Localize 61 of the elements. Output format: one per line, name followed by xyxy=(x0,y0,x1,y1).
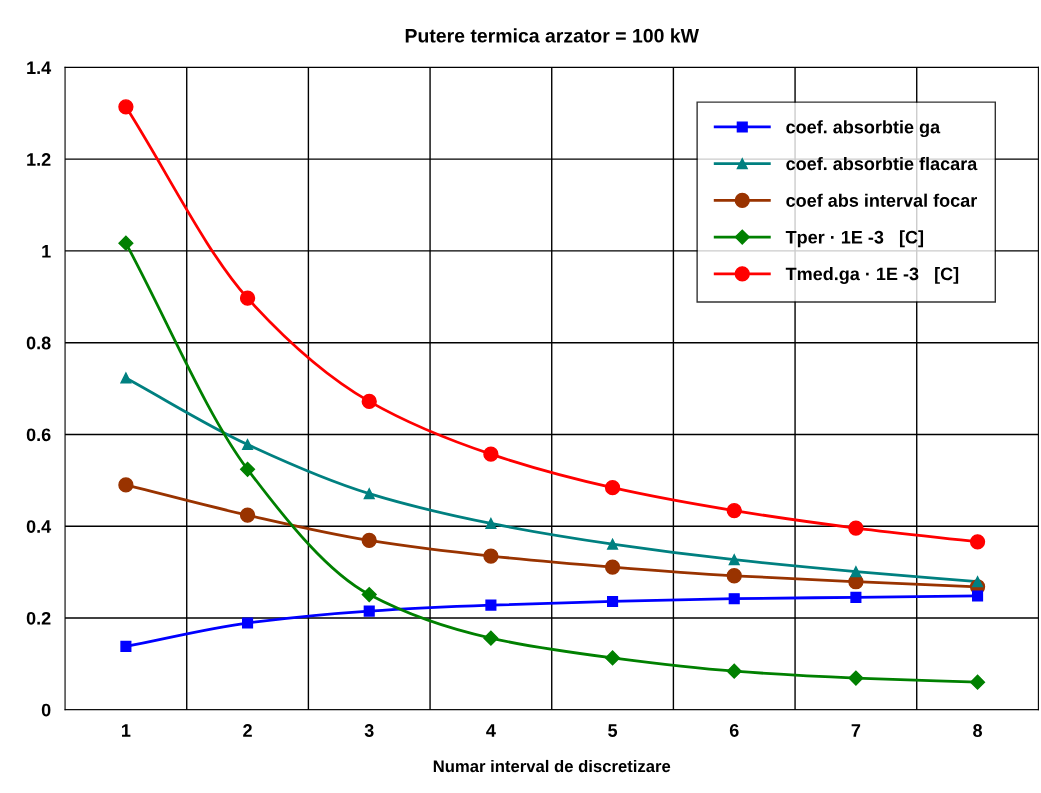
y-tick-label: 1.4 xyxy=(27,61,52,74)
point xyxy=(850,591,862,603)
point xyxy=(972,590,984,602)
point xyxy=(607,538,619,550)
point xyxy=(848,670,864,686)
point xyxy=(969,674,986,690)
point xyxy=(485,599,497,611)
point xyxy=(361,393,377,410)
point xyxy=(607,595,619,608)
point xyxy=(120,640,132,652)
legend-label: coef abs interval focar xyxy=(786,193,977,207)
point xyxy=(239,461,256,477)
legend-label: coef. absorbtie ga xyxy=(786,120,941,138)
point xyxy=(969,534,986,550)
legend-label: Tmed.ga · 1E -3 [C] xyxy=(785,267,959,284)
point xyxy=(726,568,742,584)
y-tick-label: 0.8 xyxy=(26,336,51,350)
point xyxy=(483,446,499,462)
y-tick-label: 0 xyxy=(41,703,51,717)
point xyxy=(239,290,256,306)
x-tick-label: 3 xyxy=(364,724,374,737)
y-tick-label: 0.6 xyxy=(26,428,51,442)
point xyxy=(242,438,254,451)
point xyxy=(848,520,864,536)
x-tick-label: 1 xyxy=(122,724,131,737)
point xyxy=(604,559,621,575)
point xyxy=(604,650,621,666)
point xyxy=(361,532,377,549)
x-tick-label: 6 xyxy=(729,724,739,737)
chart-title: Putere termica arzator = 100 kW xyxy=(405,28,699,43)
y-tick-label: 0.2 xyxy=(26,611,51,625)
y-tick-label: 1 xyxy=(42,245,51,258)
point xyxy=(120,372,132,384)
point xyxy=(483,630,499,646)
x-tick-label: 2 xyxy=(243,724,252,737)
point xyxy=(118,99,134,115)
legend-label: Tper · 1E -3 [C] xyxy=(785,230,924,248)
x-tick-label: 7 xyxy=(851,724,861,737)
x-axis-title: Numar interval de discretizare xyxy=(433,759,671,773)
point xyxy=(483,548,499,564)
point xyxy=(726,663,742,679)
point xyxy=(485,517,497,530)
point xyxy=(726,502,742,519)
y-tick-label: 1.2 xyxy=(27,153,51,166)
point xyxy=(363,488,375,500)
legend-label: coef. absorbtie flacara xyxy=(786,156,978,171)
x-tick-label: 8 xyxy=(973,724,983,737)
point xyxy=(972,576,984,588)
point xyxy=(118,477,134,493)
point xyxy=(850,566,862,578)
point xyxy=(363,605,375,617)
point xyxy=(242,617,254,629)
point xyxy=(239,507,256,523)
point xyxy=(728,593,740,605)
x-tick-label: 4 xyxy=(486,724,496,737)
point xyxy=(361,587,377,603)
point xyxy=(728,554,740,566)
y-tick-label: 0.4 xyxy=(26,520,52,533)
x-tick-label: 5 xyxy=(608,724,618,737)
point xyxy=(604,480,621,496)
point xyxy=(118,235,134,251)
